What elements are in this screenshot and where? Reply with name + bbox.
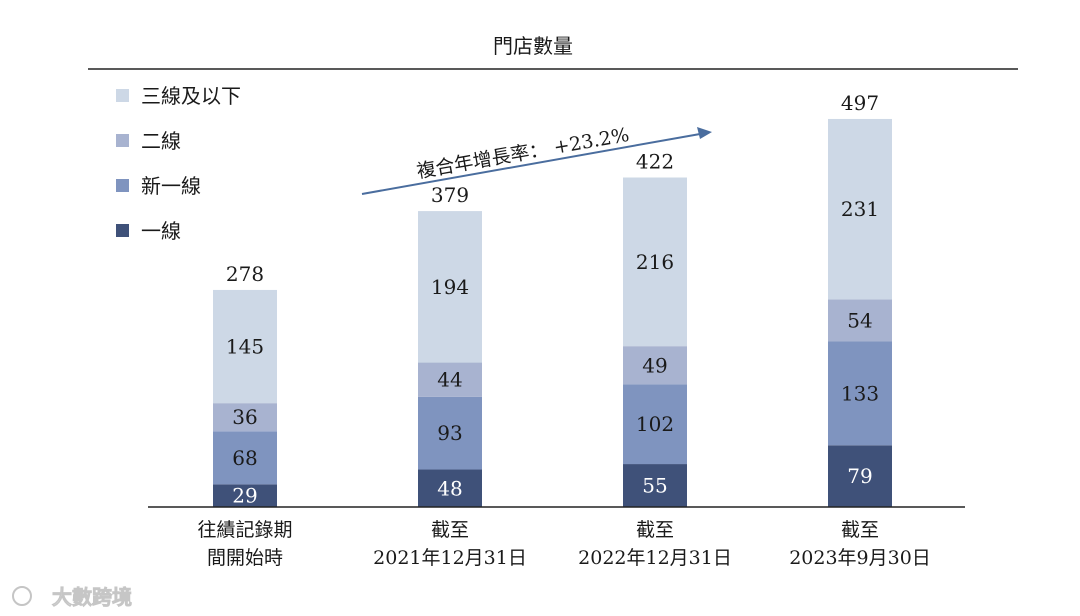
x-axis-labels: 往績記錄期間開始時截至2021年12月31日截至2022年12月31日截至202… (197, 519, 930, 569)
bar-segment (418, 362, 482, 397)
data-label: 55 (642, 474, 667, 498)
data-label: 79 (847, 464, 872, 488)
bar-segment (418, 469, 482, 507)
x-tick-label: 2023年9月30日 (789, 547, 931, 569)
total-label: 379 (431, 183, 469, 207)
bar-segment (623, 346, 687, 385)
legend-swatch (116, 179, 129, 192)
x-tick-label: 截至 (841, 519, 879, 541)
legend-label: 三線及以下 (141, 84, 241, 108)
total-label: 497 (841, 91, 879, 115)
bar-segment (623, 464, 687, 507)
total-label: 278 (226, 262, 264, 286)
x-tick-label: 往績記錄期 (197, 519, 292, 541)
data-label: 54 (847, 308, 872, 332)
watermark-text: 大數跨境 (52, 585, 132, 609)
data-label: 36 (232, 405, 257, 429)
legend-swatch (116, 134, 129, 147)
growth-rate-label: 複合年增長率： +23.2% (415, 124, 631, 183)
bar-segment (828, 341, 892, 446)
total-label: 422 (636, 150, 674, 174)
x-tick-label: 2022年12月31日 (578, 547, 732, 569)
data-label: 194 (431, 275, 469, 299)
growth-arrow-head (697, 127, 712, 139)
data-label: 49 (642, 353, 667, 377)
bar-segment (418, 211, 482, 363)
data-label: 102 (636, 412, 674, 436)
x-tick-label: 2021年12月31日 (373, 547, 527, 569)
data-label: 133 (841, 381, 879, 405)
bar-segment (418, 396, 482, 470)
growth-arrow-line (361, 133, 701, 195)
legend-swatch (116, 89, 129, 102)
data-label: 48 (437, 476, 462, 500)
bars: 29 68 36 145 278 48 93 44 194 379 55 102 49 216 422 79 1… (213, 91, 892, 508)
data-label: 44 (437, 368, 462, 392)
bar-segment (213, 484, 277, 507)
watermark-logo-icon (12, 586, 32, 606)
bar-segment (213, 289, 277, 404)
data-label: 29 (232, 484, 257, 508)
legend-label: 一線 (141, 219, 181, 243)
bar-segment (213, 403, 277, 432)
data-label: 68 (232, 446, 257, 470)
data-label: 145 (226, 335, 264, 359)
chart-title: 門店數量 (493, 34, 573, 58)
x-tick-label: 間開始時 (207, 547, 283, 569)
x-tick-label: 截至 (431, 519, 469, 541)
watermark: 大數跨境 (12, 585, 132, 609)
bar-segment (213, 431, 277, 485)
data-label: 93 (437, 421, 462, 445)
bar-segment (623, 177, 687, 347)
x-tick-label: 截至 (636, 519, 674, 541)
data-label: 231 (841, 197, 879, 221)
bar-segment (623, 384, 687, 465)
legend-swatch (116, 224, 129, 237)
data-label: 216 (636, 250, 674, 274)
bar-segment (828, 445, 892, 507)
legend-label: 二線 (141, 129, 181, 153)
bar-segment (828, 118, 892, 300)
bar-segment (828, 299, 892, 342)
legend-label: 新一線 (141, 174, 201, 198)
